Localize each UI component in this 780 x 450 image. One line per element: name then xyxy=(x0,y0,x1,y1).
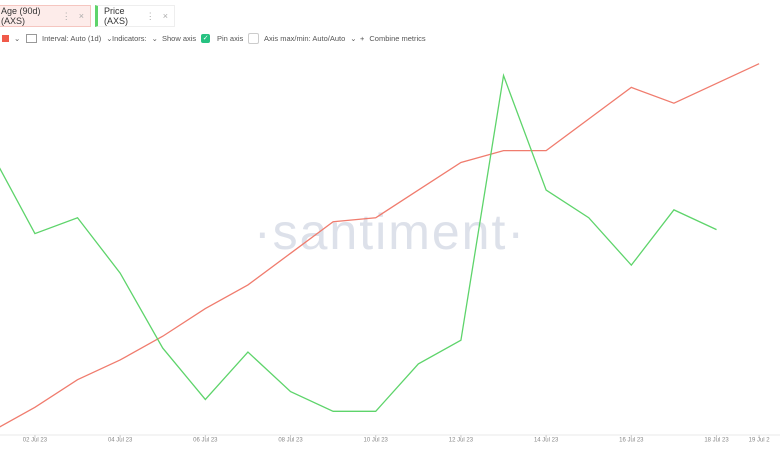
menu-icon[interactable]: ⋮ xyxy=(145,10,155,21)
watermark: ·santiment· xyxy=(254,204,526,260)
toolbar-label: Combine metrics xyxy=(369,33,426,43)
close-icon[interactable]: × xyxy=(162,11,168,21)
tab-label: Age (90d) (AXS) xyxy=(1,6,41,26)
pin-axis-toggle[interactable]: Pin axis xyxy=(217,31,260,45)
menu-icon[interactable]: ⋮ xyxy=(61,10,71,21)
x-tick-label: 19 Jul 2 xyxy=(749,438,771,444)
color-picker[interactable]: ⌄ xyxy=(2,31,20,45)
close-icon[interactable]: × xyxy=(78,11,84,21)
metric-tab[interactable]: Age (90d) (AXS) ⋮ × xyxy=(0,5,91,27)
series-line xyxy=(0,73,717,412)
x-tick-label: 18 Jul 23 xyxy=(704,438,729,444)
x-tick-label: 10 Jul 23 xyxy=(364,438,389,444)
combine-button[interactable]: + Combine metrics xyxy=(360,33,426,43)
x-tick-label: 16 Jul 23 xyxy=(619,438,644,444)
x-tick-label: 08 Jul 23 xyxy=(278,438,303,444)
toolbar-label: Pin axis xyxy=(217,33,244,43)
indicators-select[interactable]: Indicators: ⌄ xyxy=(112,33,158,43)
axis-range-select[interactable]: Axis max/min: Auto/Auto ⌄ xyxy=(264,33,357,43)
series-line xyxy=(0,63,760,428)
interval-select[interactable]: Interval: Auto (1d) ⌄ xyxy=(26,31,113,45)
x-tick-label: 06 Jul 23 xyxy=(193,438,218,444)
tab-label: Price (AXS) xyxy=(104,6,129,26)
toolbar-label: Indicators: xyxy=(112,33,147,43)
x-tick-label: 04 Jul 23 xyxy=(108,438,133,444)
show-axis-toggle[interactable]: Show axis ✓ xyxy=(162,33,211,43)
toolbar-label: Interval: Auto (1d) xyxy=(42,33,102,43)
x-tick-label: 14 Jul 23 xyxy=(534,438,559,444)
toolbar-label: Axis max/min: Auto/Auto xyxy=(264,33,346,43)
x-tick-label: 12 Jul 23 xyxy=(449,438,474,444)
metric-tab[interactable]: Price (AXS) ⋮ × xyxy=(95,5,175,27)
toolbar-label: Show axis xyxy=(162,33,197,43)
x-tick-label: 02 Jul 23 xyxy=(23,438,48,444)
